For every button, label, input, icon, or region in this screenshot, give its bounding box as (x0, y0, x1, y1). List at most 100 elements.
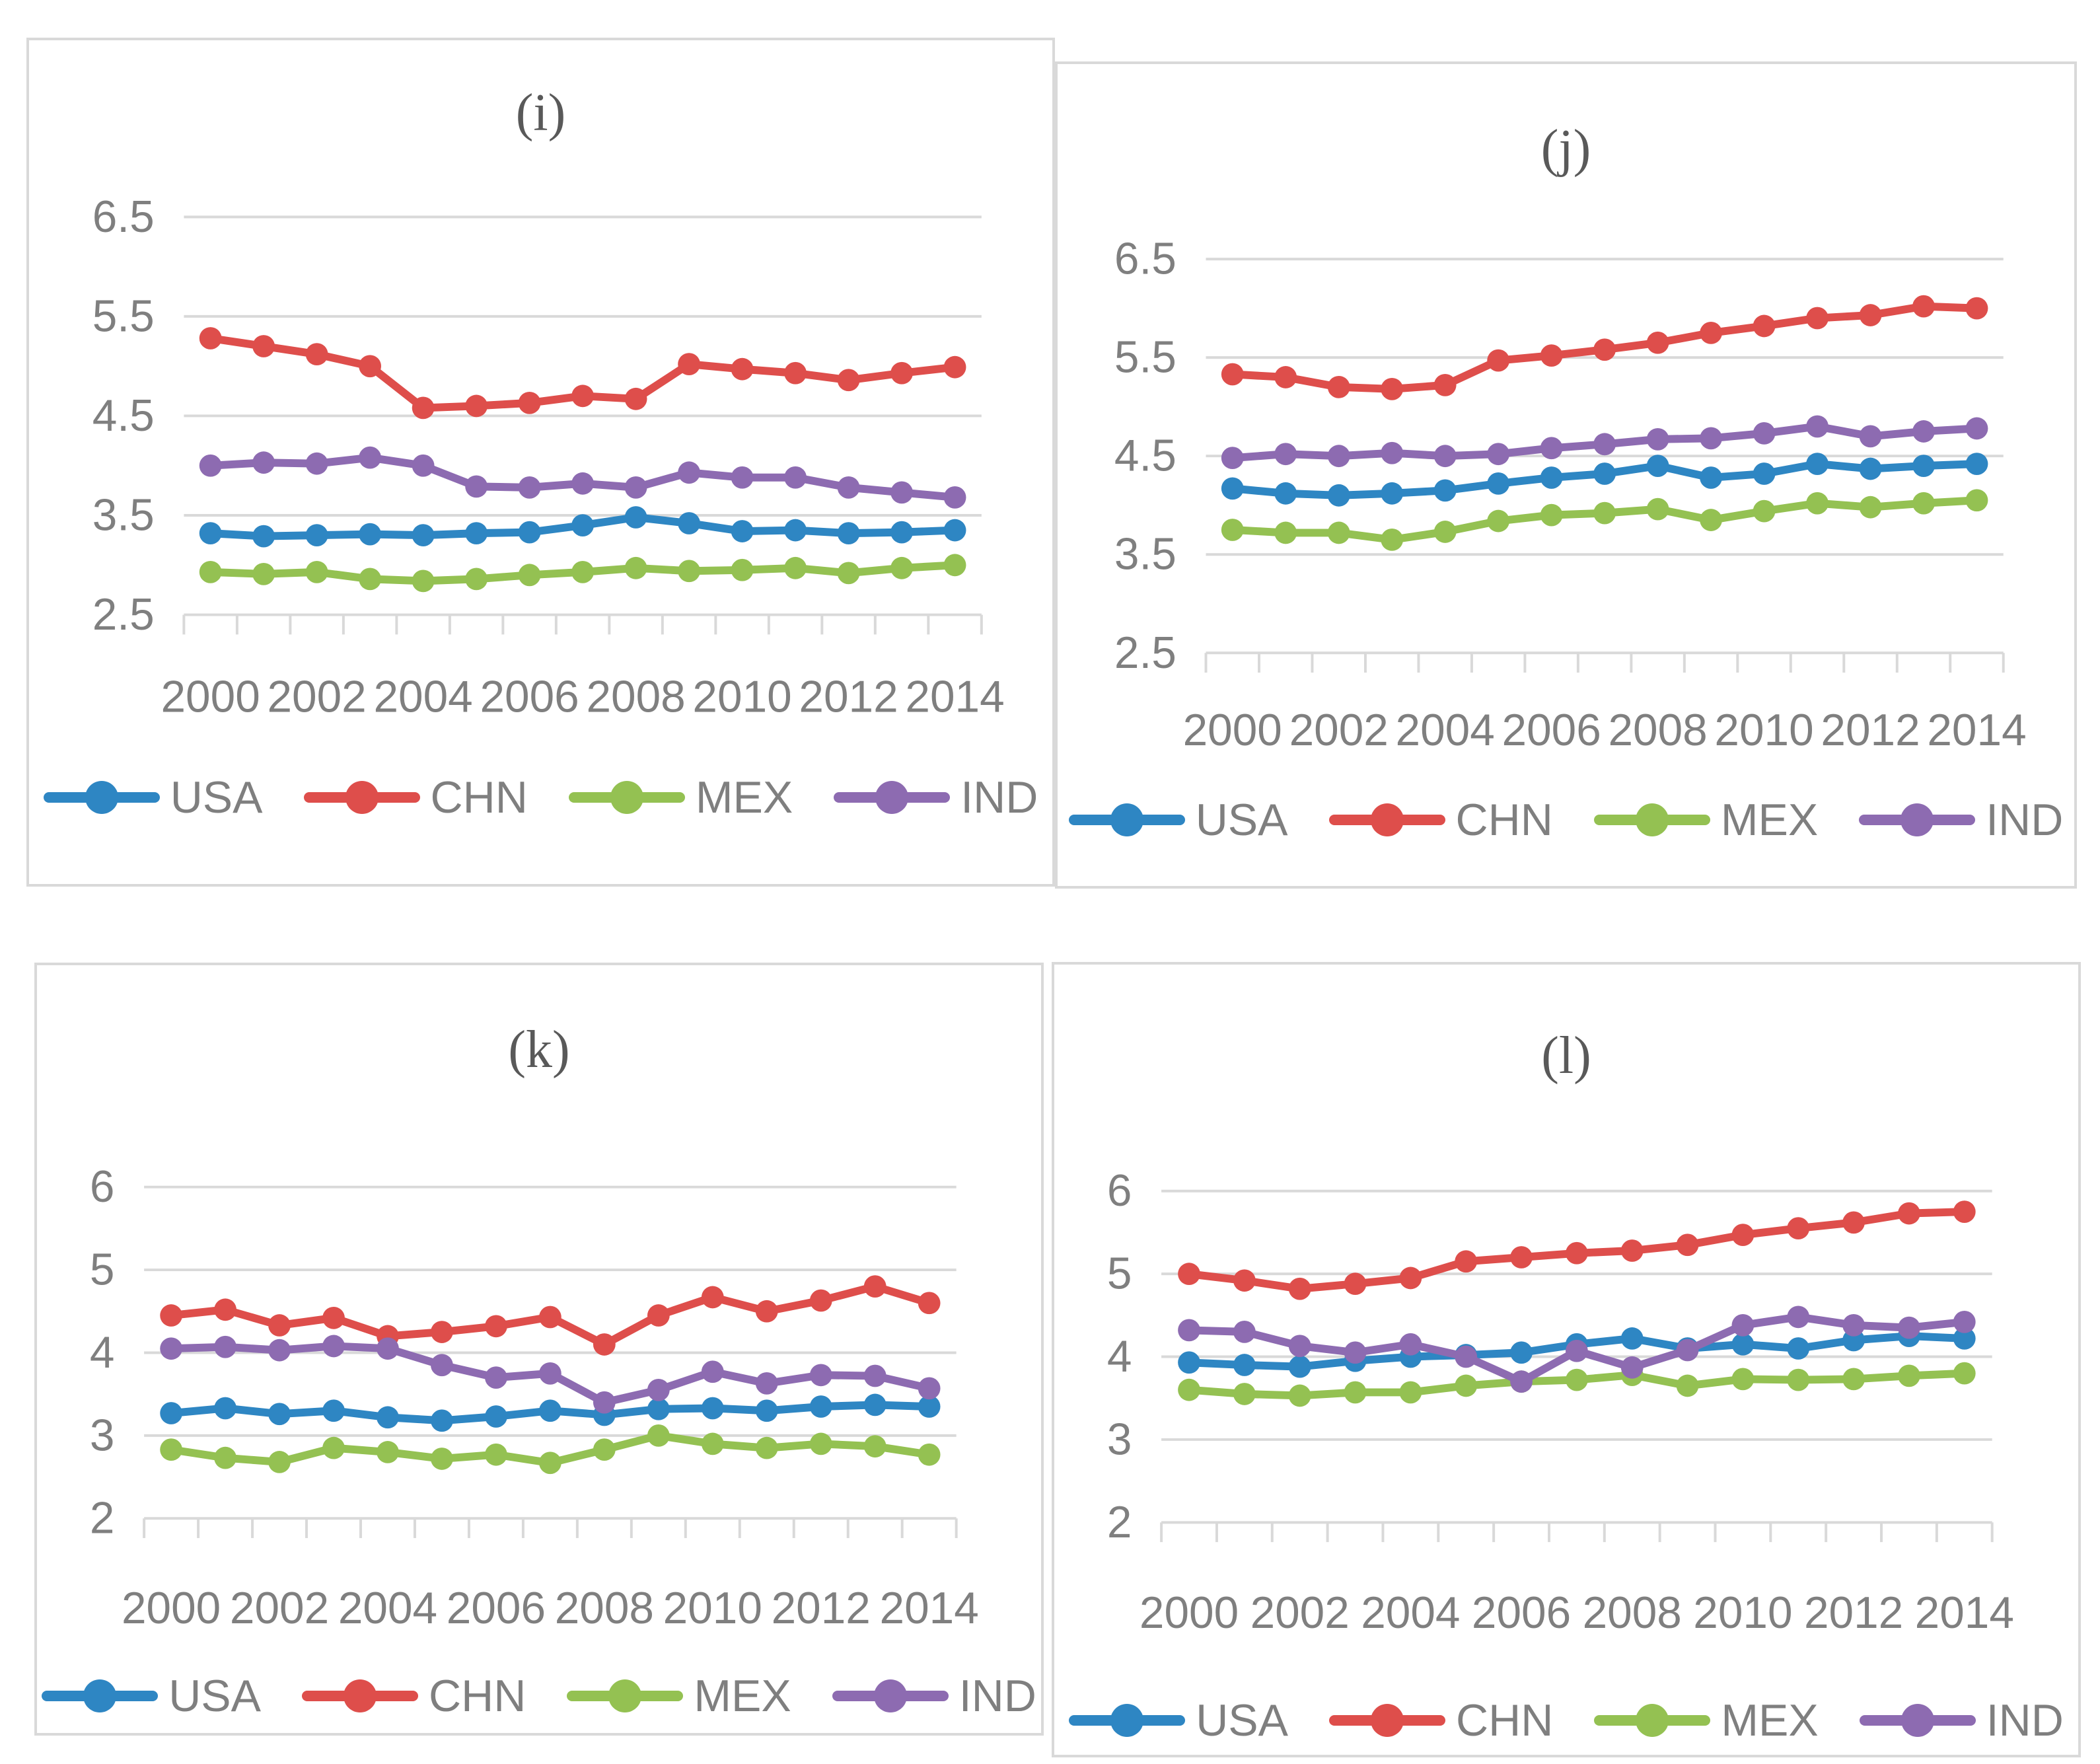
legend: USA CHN MEX IND (37, 1673, 1041, 1718)
series-markers-mex (1178, 1362, 1976, 1407)
legend-label: USA (1196, 1695, 1289, 1746)
legend-label: IND (1986, 1695, 2064, 1746)
x-tick-label: 2014 (880, 1584, 979, 1633)
y-tick-label: 5 (90, 1245, 115, 1295)
legend-marker-ind-icon (1859, 1702, 1976, 1739)
x-tick-label: 2004 (373, 672, 472, 721)
legend-item-usa: USA (1068, 797, 1288, 842)
legend-marker-usa-icon (42, 1677, 159, 1714)
legend-item-ind: IND (1859, 1695, 2064, 1746)
x-tick-label: 2012 (1804, 1588, 1903, 1638)
legend-item-mex: MEX (1594, 1695, 1819, 1746)
series-markers-ind (199, 446, 966, 509)
x-tick-label: 2002 (1250, 1588, 1350, 1638)
legend-marker-mex-icon (568, 779, 685, 816)
y-tick-label: 3.5 (1114, 530, 1177, 579)
x-tick-label: 2008 (555, 1584, 654, 1633)
x-tick-label: 2008 (1608, 706, 1707, 755)
legend-label: CHN (429, 1671, 526, 1721)
legend-item-mex: MEX (567, 1673, 791, 1718)
legend-item-chn: CHN (1328, 797, 1553, 842)
x-tick-label: 2006 (1502, 706, 1601, 755)
legend-marker-ind-icon (832, 1677, 949, 1714)
gridlines (184, 215, 982, 616)
series-markers-chn (1221, 295, 1988, 400)
series-markers-chn (160, 1275, 941, 1356)
chart-panel-l: (l) 2 3 4 5 6 2000 2002 2004 2006 2008 2010 2012 201… (1052, 962, 2081, 1757)
y-tick-label: 2.5 (1114, 628, 1177, 678)
series-markers-mex (1221, 489, 1988, 551)
legend-label: IND (1986, 795, 2064, 845)
series-markers-usa (160, 1393, 941, 1432)
series-markers-usa (1221, 453, 1988, 507)
legend-item-chn: CHN (302, 1673, 526, 1718)
y-tick-label: 5.5 (92, 291, 155, 341)
y-tick-label: 6 (90, 1162, 115, 1212)
legend-item-mex: MEX (1593, 795, 1819, 845)
legend-marker-chn-icon (302, 1677, 419, 1714)
legend-label: MEX (1721, 1695, 1819, 1746)
x-tick-label: 2010 (1693, 1588, 1792, 1638)
x-axis-ticks (1160, 1522, 1994, 1543)
plot-area-l: 2 3 4 5 6 2000 2002 2004 2006 2008 2010 2012 2014 (1107, 1166, 2014, 1638)
legend-marker-ind-icon (1859, 801, 1976, 838)
x-tick-label: 2000 (161, 672, 260, 721)
gridlines (144, 1185, 957, 1520)
x-tick-label: 2002 (267, 672, 366, 721)
y-tick-label: 5.5 (1114, 333, 1177, 383)
x-tick-label: 2000 (1183, 706, 1282, 755)
y-tick-label: 5 (1107, 1249, 1132, 1299)
legend-item-usa: USA (1069, 1698, 1288, 1743)
x-tick-label: 2010 (663, 1584, 762, 1633)
y-tick-label: 6 (1107, 1166, 1132, 1216)
legend-label: USA (168, 1671, 262, 1721)
legend-item-chn: CHN (303, 775, 528, 820)
x-tick-label: 2002 (230, 1584, 329, 1633)
x-tick-label: 2012 (799, 672, 898, 721)
legend-marker-chn-icon (1329, 1702, 1446, 1739)
chart-title: (l) (1541, 1027, 1591, 1085)
chart-panel-i: (i) 2.5 3.5 4.5 5.5 6.5 2000 2002 2004 2006 2008 2… (26, 38, 1055, 887)
x-tick-label: 2008 (586, 672, 685, 721)
legend-label: USA (170, 772, 263, 823)
legend-marker-usa-icon (1068, 801, 1185, 838)
x-tick-label: 2010 (692, 672, 791, 721)
x-tick-label: 2008 (1583, 1588, 1682, 1638)
legend-marker-mex-icon (567, 1677, 684, 1714)
y-tick-label: 4.5 (1114, 431, 1177, 481)
series-markers-chn (199, 327, 966, 420)
legend-item-usa: USA (42, 1673, 261, 1718)
legend-label: IND (959, 1671, 1036, 1721)
legend-label: MEX (694, 1671, 791, 1721)
series-markers-usa (199, 506, 966, 548)
legend: USA CHN MEX IND (1054, 1698, 2078, 1743)
x-axis-ticks (143, 1518, 958, 1539)
legend-marker-mex-icon (1594, 1702, 1711, 1739)
plot-area-k: 2 3 4 5 6 2000 2002 2004 2006 2008 2010 2012 2014 (90, 1162, 979, 1633)
x-tick-label: 2010 (1714, 706, 1813, 755)
legend-marker-ind-icon (834, 779, 951, 816)
legend-item-usa: USA (43, 772, 263, 823)
x-tick-label: 2006 (447, 1584, 546, 1633)
y-tick-label: 2 (90, 1494, 115, 1543)
series-markers-mex (160, 1424, 941, 1475)
x-tick-label: 2004 (1361, 1588, 1460, 1638)
y-tick-label: 2 (1107, 1498, 1132, 1547)
legend-marker-usa-icon (1069, 1702, 1186, 1739)
chart-title: (k) (508, 1021, 570, 1079)
series-markers-mex (199, 554, 966, 593)
y-tick-label: 6.5 (1114, 235, 1177, 284)
x-tick-label: 2002 (1289, 706, 1389, 755)
x-tick-label: 2012 (1821, 706, 1920, 755)
legend-item-chn: CHN (1329, 1698, 1553, 1743)
legend-label: CHN (1456, 1695, 1554, 1746)
x-tick-label: 2014 (905, 672, 1004, 721)
legend-marker-usa-icon (43, 779, 160, 816)
x-axis-ticks (1204, 653, 2005, 673)
y-tick-label: 4 (90, 1328, 115, 1378)
legend-label: MEX (1720, 795, 1819, 845)
x-tick-label: 2006 (1472, 1588, 1571, 1638)
y-tick-label: 4 (1107, 1332, 1132, 1381)
